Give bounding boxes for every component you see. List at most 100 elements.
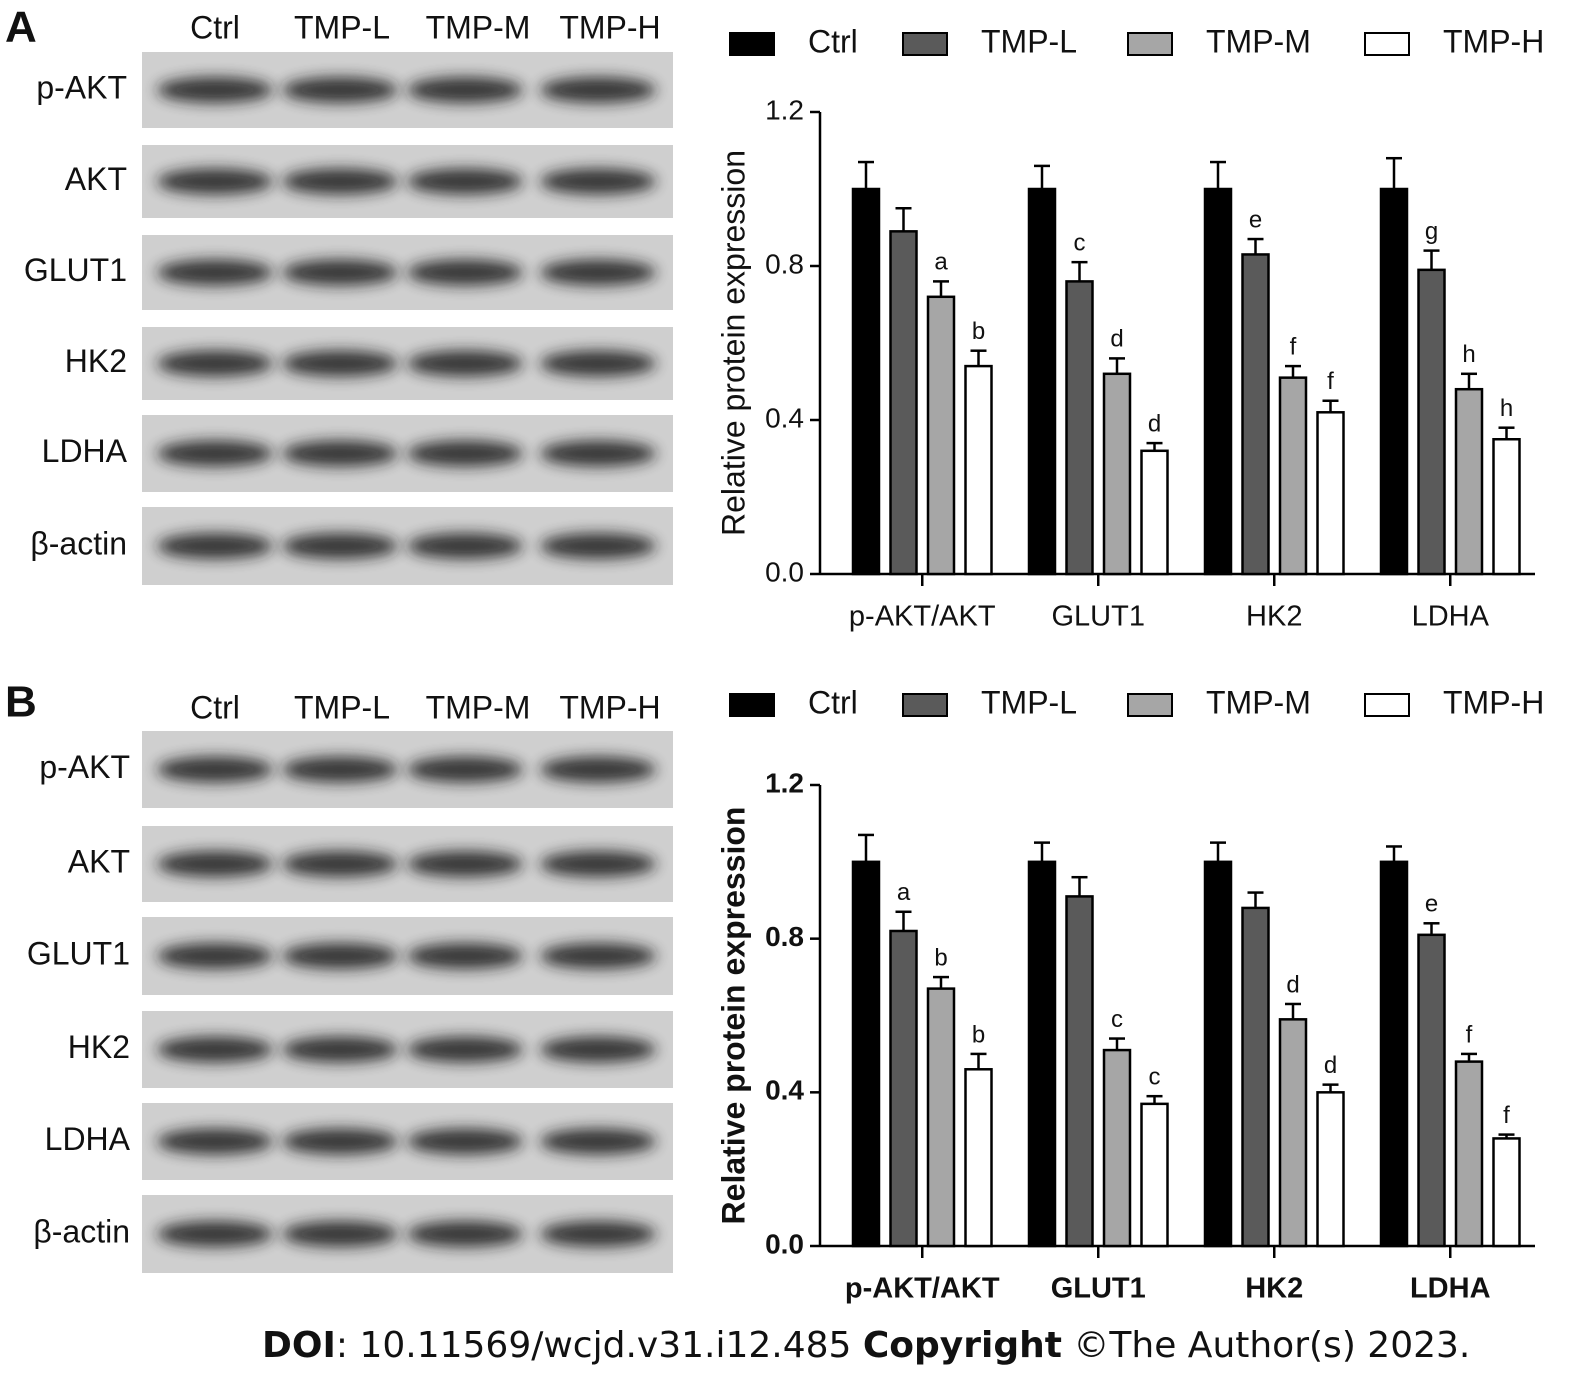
significance-label: f <box>1466 1021 1473 1048</box>
significance-label: d <box>1148 410 1161 437</box>
lane-label: Ctrl <box>190 9 240 45</box>
legend-swatch <box>1364 693 1410 717</box>
significance-label: d <box>1324 1052 1337 1079</box>
blot-band <box>407 756 523 783</box>
legend-label: TMP-H <box>1443 684 1544 720</box>
blot-band <box>157 259 273 286</box>
error-bar <box>933 280 949 297</box>
error-bar <box>858 833 874 862</box>
row-label: p-AKT <box>39 749 130 785</box>
blot-band <box>540 350 656 377</box>
significance-label: e <box>1249 206 1262 233</box>
blot-band <box>157 851 273 877</box>
error-bar <box>933 975 949 989</box>
bar <box>1316 411 1345 576</box>
blot-band <box>407 440 523 467</box>
blot-band <box>157 168 273 195</box>
bar <box>1454 1060 1484 1248</box>
blot-band <box>407 1128 523 1155</box>
blot-band <box>157 533 273 559</box>
y-axis-label: Relative protein expression <box>715 807 751 1225</box>
blot-band <box>282 756 398 783</box>
error-bar <box>1109 1037 1125 1051</box>
bar <box>1203 187 1233 576</box>
blot-band <box>540 168 656 195</box>
significance-label: f <box>1327 368 1334 395</box>
blot-band <box>157 440 273 467</box>
blot-band <box>282 1221 398 1247</box>
significance-label: b <box>934 944 947 971</box>
legend-swatch <box>902 693 948 717</box>
blot-band <box>407 1221 523 1247</box>
significance-label: f <box>1503 1102 1510 1129</box>
blot-band <box>157 1128 273 1155</box>
significance-label: g <box>1425 218 1438 245</box>
row-label: β-actin <box>33 1213 130 1249</box>
error-bar <box>1386 845 1402 862</box>
bar <box>1027 187 1057 576</box>
y-tick-label: 1.2 <box>765 94 804 125</box>
copyright-label: Copyright <box>863 1325 1062 1366</box>
blot-band <box>407 168 523 195</box>
error-bar <box>1071 260 1088 282</box>
blot-band <box>407 533 523 559</box>
row-label: HK2 <box>65 343 127 379</box>
legend-label: TMP-M <box>1206 684 1311 720</box>
blot-band <box>407 350 523 377</box>
blot-band <box>282 1036 398 1063</box>
bar <box>1140 449 1169 576</box>
y-axis-label: Relative protein expression <box>715 150 751 536</box>
blot-band <box>407 77 523 103</box>
copyright: ©The Author(s) 2023. <box>1062 1325 1470 1366</box>
x-tick-label: HK2 <box>1246 601 1302 633</box>
error-bar <box>970 349 987 367</box>
y-tick-label: 0.4 <box>765 1075 804 1106</box>
bar <box>964 1068 993 1248</box>
error-bar <box>1498 426 1515 440</box>
row-label: GLUT1 <box>24 252 127 288</box>
lane-label: TMP-H <box>559 9 660 45</box>
blot-band <box>540 851 656 877</box>
significance-label: h <box>1500 395 1513 422</box>
y-tick-label: 0.4 <box>765 402 804 433</box>
x-tick-label: p-AKT/AKT <box>845 1273 1000 1305</box>
blot-band <box>407 943 523 969</box>
significance-label: d <box>1110 326 1123 353</box>
blot-band <box>282 168 398 195</box>
x-tick-label: LDHA <box>1412 601 1490 633</box>
error-bar <box>1461 1052 1477 1062</box>
blot-band <box>407 851 523 877</box>
y-tick-label: 0.0 <box>765 1228 804 1259</box>
bar <box>1102 372 1132 576</box>
blot-band <box>407 259 523 286</box>
legend-label: Ctrl <box>808 23 858 59</box>
error-bar <box>1109 357 1125 374</box>
significance-label: c <box>1149 1064 1161 1091</box>
blot-band <box>282 943 398 969</box>
lane-label: TMP-L <box>294 689 390 725</box>
bar <box>1241 906 1270 1248</box>
bar <box>1102 1048 1132 1248</box>
bar <box>1417 933 1446 1248</box>
blot-band <box>282 1128 398 1155</box>
bar <box>1278 376 1308 576</box>
bar <box>1492 438 1521 576</box>
y-tick-label: 0.8 <box>765 248 804 279</box>
lane-label: TMP-M <box>426 689 531 725</box>
blot-band <box>540 77 656 103</box>
x-tick-label: HK2 <box>1245 1273 1303 1305</box>
significance-label: a <box>897 879 911 906</box>
error-bar <box>1423 249 1440 270</box>
blot-band <box>540 533 656 559</box>
error-bar <box>1386 156 1402 189</box>
legend-swatch <box>729 32 775 56</box>
error-bar <box>895 910 912 931</box>
blot-band <box>157 350 273 377</box>
blot-band <box>157 943 273 969</box>
y-tick-label: 1.2 <box>765 767 804 798</box>
row-label: LDHA <box>42 433 128 469</box>
bar <box>1278 1018 1308 1248</box>
error-bar <box>1498 1133 1515 1139</box>
row-label: p-AKT <box>36 69 127 105</box>
blot-band <box>157 77 273 103</box>
